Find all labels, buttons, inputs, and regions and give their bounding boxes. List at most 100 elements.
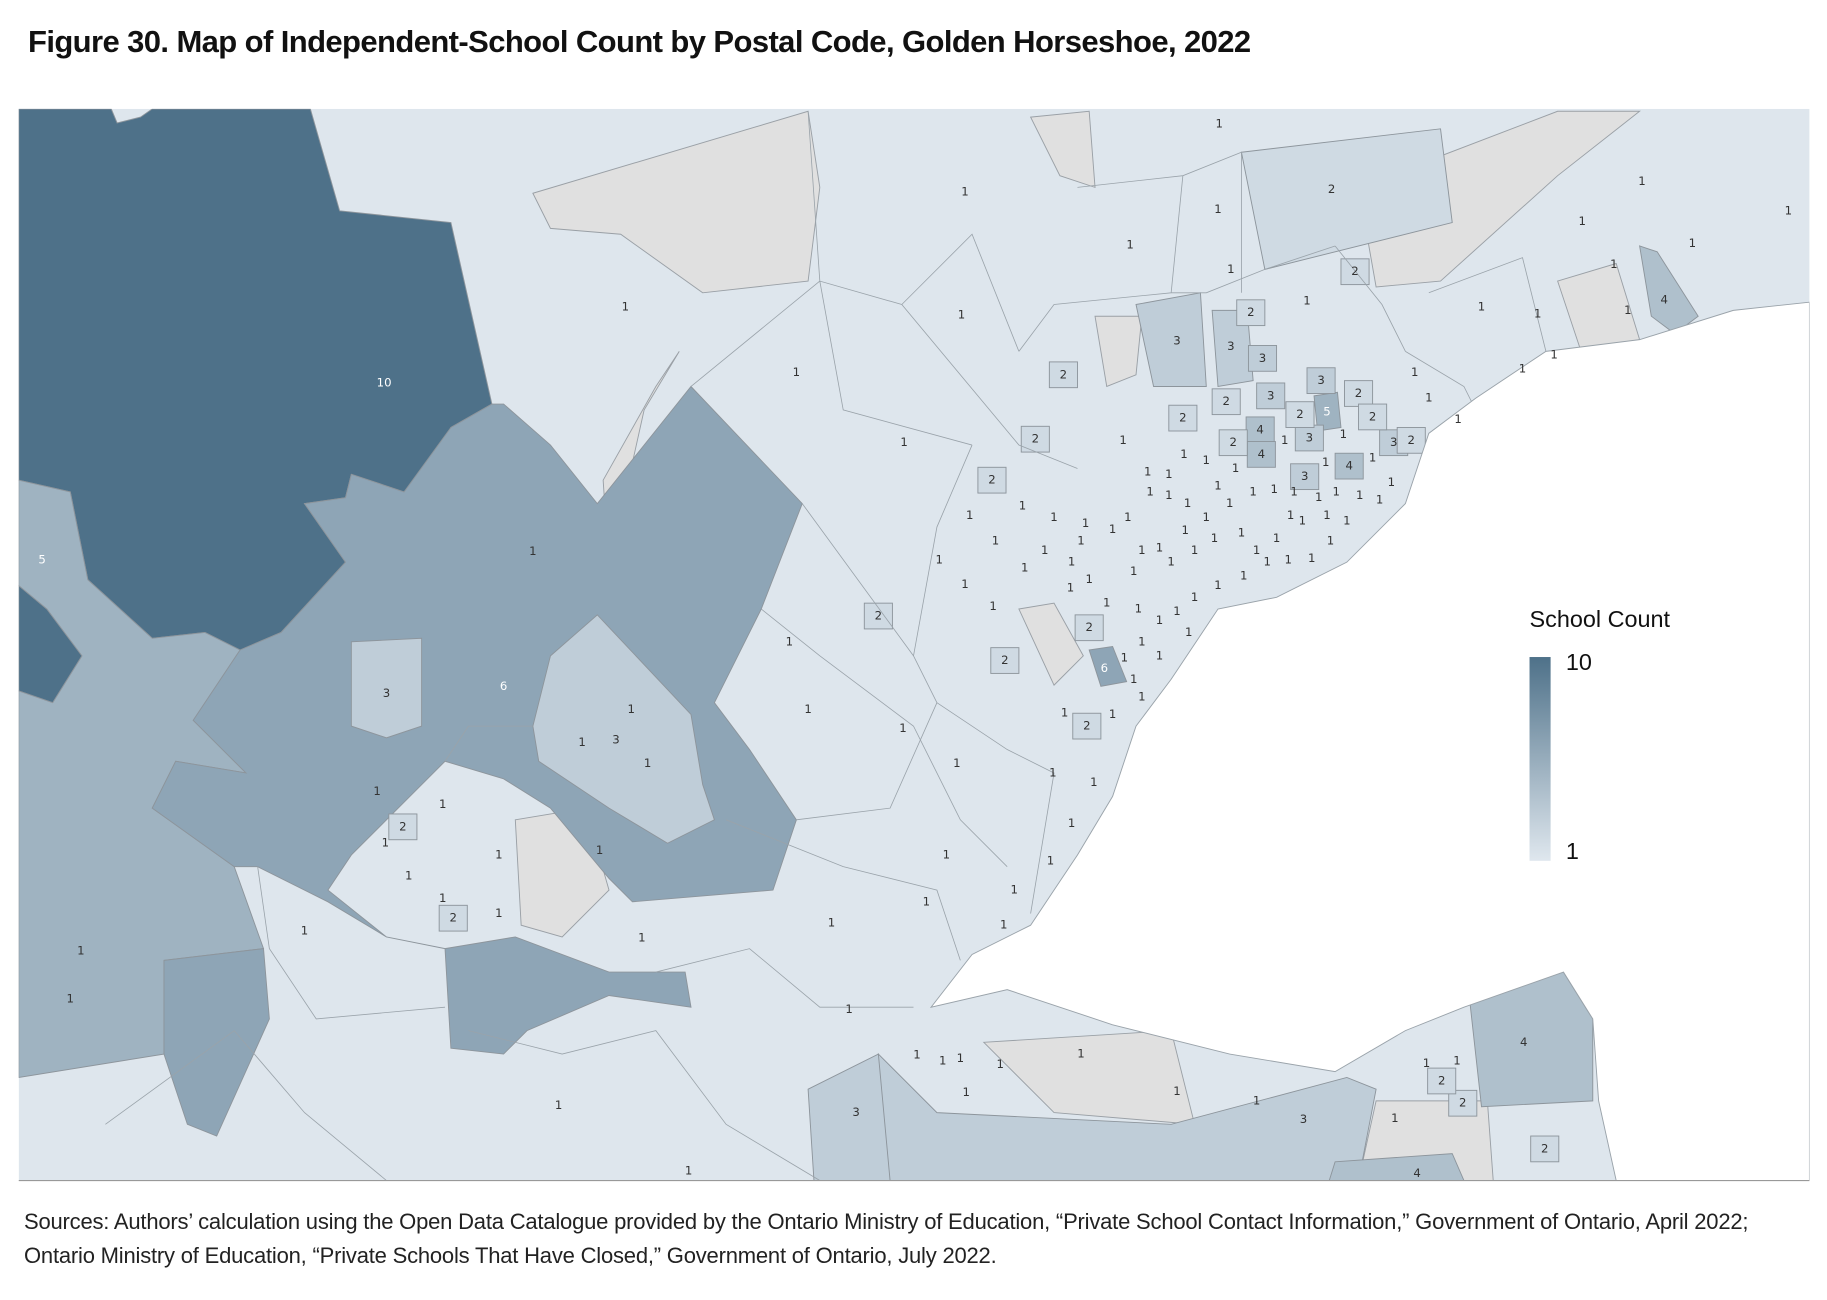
- postal-region: [990, 647, 1020, 674]
- region-count-label: 1: [1299, 514, 1306, 528]
- region-count-label: 1: [495, 906, 502, 920]
- region-count-label: 1: [1327, 534, 1334, 548]
- region-count-label: 1: [1411, 365, 1418, 379]
- region-count-label: 2: [1351, 264, 1358, 278]
- region-count-label: 1: [1785, 203, 1792, 217]
- region-count-label: 1: [1124, 510, 1131, 524]
- region-count-label: 1: [828, 915, 835, 929]
- postal-region: [1530, 1135, 1560, 1163]
- region-count-label: 1: [845, 1002, 852, 1016]
- region-count-label: 1: [923, 894, 930, 908]
- region-count-label: 1: [1000, 918, 1007, 932]
- postal-region: [1256, 382, 1286, 410]
- region-count-label: 1: [495, 847, 502, 861]
- region-count-label: 1: [992, 534, 999, 548]
- region-count-label: 1: [1323, 508, 1330, 522]
- region-count-label: 1: [1227, 262, 1234, 276]
- region-count-label: 1: [1624, 303, 1631, 317]
- region-count-label: 1: [962, 1085, 969, 1099]
- region-count-label: 1: [405, 869, 412, 883]
- region-count-label: 3: [852, 1105, 859, 1119]
- region-count-label: 3: [383, 686, 390, 700]
- region-count-label: 2: [875, 609, 882, 623]
- region-count-label: 5: [38, 552, 45, 566]
- region-count-label: 2: [1222, 394, 1229, 408]
- figure-title: Figure 30. Map of Independent-School Cou…: [28, 24, 1251, 59]
- region-count-label: 1: [1135, 602, 1142, 616]
- region-count-label: 3: [612, 733, 619, 747]
- region-count-label: 1: [1281, 433, 1288, 447]
- region-count-label: 1: [1519, 361, 1526, 375]
- region-count-label: 1: [1156, 648, 1163, 662]
- region-count-label: 1: [1119, 433, 1126, 447]
- region-count-label: 1: [1185, 625, 1192, 639]
- region-count-label: 1: [1173, 604, 1180, 618]
- region-count-label: 1: [1121, 651, 1128, 665]
- postal-region: [1427, 1067, 1457, 1095]
- region-count-label: 1: [1090, 775, 1097, 789]
- no-data-area: [1358, 110, 1641, 288]
- postal-region: [532, 614, 715, 844]
- legend-max-label: 10: [1566, 649, 1592, 675]
- region-count-label: 2: [1328, 182, 1335, 196]
- region-count-label: 1: [1156, 541, 1163, 555]
- region-count-label: 1: [1082, 516, 1089, 530]
- postal-region: [1088, 645, 1128, 687]
- region-count-label: 1: [1138, 543, 1145, 557]
- region-count-label: 1: [644, 756, 651, 770]
- postal-region: [151, 385, 803, 1055]
- region-count-label: 1: [1689, 236, 1696, 250]
- postal-region: [1168, 404, 1198, 432]
- region-count-label: 1: [439, 891, 446, 905]
- region-count-label: 1: [373, 784, 380, 798]
- region-count-label: 1: [1077, 1047, 1084, 1061]
- region-count-label: 1: [1010, 883, 1017, 897]
- region-count-label: 1: [1290, 484, 1297, 498]
- region-count-label: 1: [1144, 464, 1151, 478]
- region-count-label: 1: [1285, 552, 1292, 566]
- region-count-label: 1: [439, 797, 446, 811]
- region-count-label: 1: [900, 435, 907, 449]
- region-count-label: 1: [958, 308, 965, 322]
- postal-region: [163, 948, 270, 1137]
- region-count-label: 1: [1214, 578, 1221, 592]
- region-count-label: 1: [638, 931, 645, 945]
- region-count-label: 1: [1214, 202, 1221, 216]
- region-count-label: 1: [1253, 1093, 1260, 1107]
- region-count-label: 3: [1267, 388, 1274, 402]
- region-count-label: 1: [1203, 453, 1210, 467]
- region-count-label: 1: [1103, 596, 1110, 610]
- region-count-label: 2: [1355, 386, 1362, 400]
- region-count-label: 2: [1001, 653, 1008, 667]
- region-count-label: 1: [1191, 590, 1198, 604]
- region-count-label: 1: [1340, 427, 1347, 441]
- region-count-label: 3: [1317, 373, 1324, 387]
- postal-region: [350, 637, 423, 739]
- postal-region: [438, 904, 468, 932]
- region-count-label: 1: [1191, 543, 1198, 557]
- region-layer: [18, 108, 1699, 1181]
- region-count-label: 1: [529, 544, 536, 558]
- postal-region: [1245, 416, 1275, 444]
- postal-region: [1358, 403, 1388, 431]
- region-count-label: 1: [1610, 257, 1617, 271]
- postal-region: [1048, 361, 1078, 389]
- region-count-label: 1: [1303, 293, 1310, 307]
- region-count-label: 1: [1253, 543, 1260, 557]
- region-count-label: 1: [1167, 555, 1174, 569]
- region-count-label: 1: [1391, 1111, 1398, 1125]
- region-count-label: 1: [1180, 447, 1187, 461]
- postal-region: [1294, 424, 1324, 452]
- postal-region: [1074, 614, 1104, 642]
- region-count-label: 1: [961, 185, 968, 199]
- region-count-label: 1: [1068, 555, 1075, 569]
- region-count-label: 1: [1067, 580, 1074, 594]
- region-count-label: 1: [943, 847, 950, 861]
- region-count-label: 1: [899, 721, 906, 735]
- region-count-label: 1: [804, 702, 811, 716]
- region-count-label: 1: [1077, 534, 1084, 548]
- region-count-label: 1: [996, 1057, 1003, 1071]
